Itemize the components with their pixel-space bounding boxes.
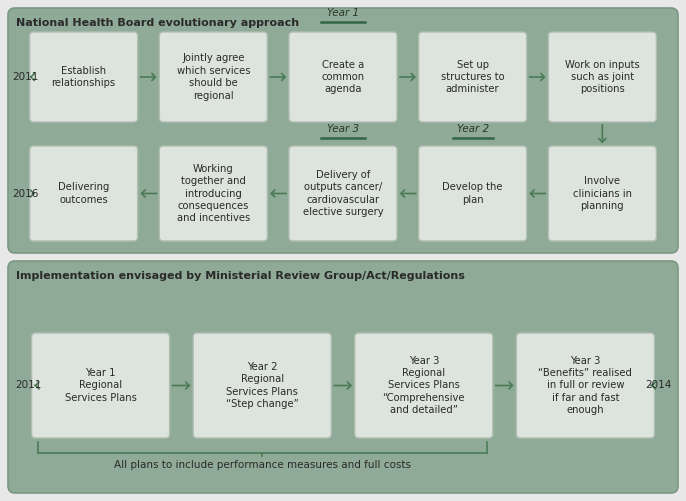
- Text: Year 3: Year 3: [327, 124, 359, 134]
- FancyBboxPatch shape: [159, 146, 268, 241]
- FancyBboxPatch shape: [548, 146, 657, 241]
- FancyBboxPatch shape: [29, 146, 138, 241]
- FancyBboxPatch shape: [32, 333, 169, 438]
- FancyBboxPatch shape: [355, 333, 493, 438]
- Text: Year 1: Year 1: [327, 8, 359, 18]
- Text: Delivering
outcomes: Delivering outcomes: [58, 182, 109, 205]
- Text: Year 2: Year 2: [457, 124, 488, 134]
- FancyBboxPatch shape: [29, 32, 138, 122]
- Text: Delivery of
outputs cancer/
cardiovascular
elective surgery: Delivery of outputs cancer/ cardiovascul…: [303, 170, 383, 217]
- Text: 2011: 2011: [12, 72, 38, 82]
- Text: Implementation envisaged by Ministerial Review Group/Act/Regulations: Implementation envisaged by Ministerial …: [16, 271, 465, 281]
- Text: Develop the
plan: Develop the plan: [442, 182, 503, 205]
- FancyBboxPatch shape: [289, 146, 397, 241]
- FancyBboxPatch shape: [8, 261, 678, 493]
- FancyBboxPatch shape: [8, 8, 678, 253]
- FancyBboxPatch shape: [193, 333, 331, 438]
- Text: National Health Board evolutionary approach: National Health Board evolutionary appro…: [16, 18, 299, 28]
- Text: 2016: 2016: [12, 188, 38, 198]
- Text: Work on inputs
such as joint
positions: Work on inputs such as joint positions: [565, 60, 640, 94]
- Text: Establish
relationships: Establish relationships: [51, 66, 116, 88]
- Text: Working
together and
introducing
consequences
and incentives: Working together and introducing consequ…: [177, 164, 250, 223]
- Text: Set up
structures to
administer: Set up structures to administer: [441, 60, 504, 94]
- Text: Involve
clinicians in
planning: Involve clinicians in planning: [573, 176, 632, 211]
- FancyBboxPatch shape: [517, 333, 654, 438]
- Text: Create a
common
agenda: Create a common agenda: [322, 60, 364, 94]
- FancyBboxPatch shape: [418, 32, 527, 122]
- FancyBboxPatch shape: [289, 32, 397, 122]
- Text: 2014: 2014: [645, 380, 671, 390]
- Text: 2011: 2011: [15, 380, 41, 390]
- Text: Year 3
“Benefits” realised
in full or review
if far and fast
enough: Year 3 “Benefits” realised in full or re…: [539, 356, 632, 415]
- Text: Year 1
Regional
Services Plans: Year 1 Regional Services Plans: [64, 368, 137, 403]
- FancyBboxPatch shape: [159, 32, 268, 122]
- Text: Year 3
Regional
Services Plans
“Comprehensive
and detailed”: Year 3 Regional Services Plans “Comprehe…: [383, 356, 465, 415]
- Text: Year 2
Regional
Services Plans
“Step change”: Year 2 Regional Services Plans “Step cha…: [226, 362, 298, 409]
- FancyBboxPatch shape: [548, 32, 657, 122]
- FancyBboxPatch shape: [418, 146, 527, 241]
- Text: Jointly agree
which services
should be
regional: Jointly agree which services should be r…: [176, 54, 250, 101]
- Text: All plans to include performance measures and full costs: All plans to include performance measure…: [114, 460, 411, 470]
